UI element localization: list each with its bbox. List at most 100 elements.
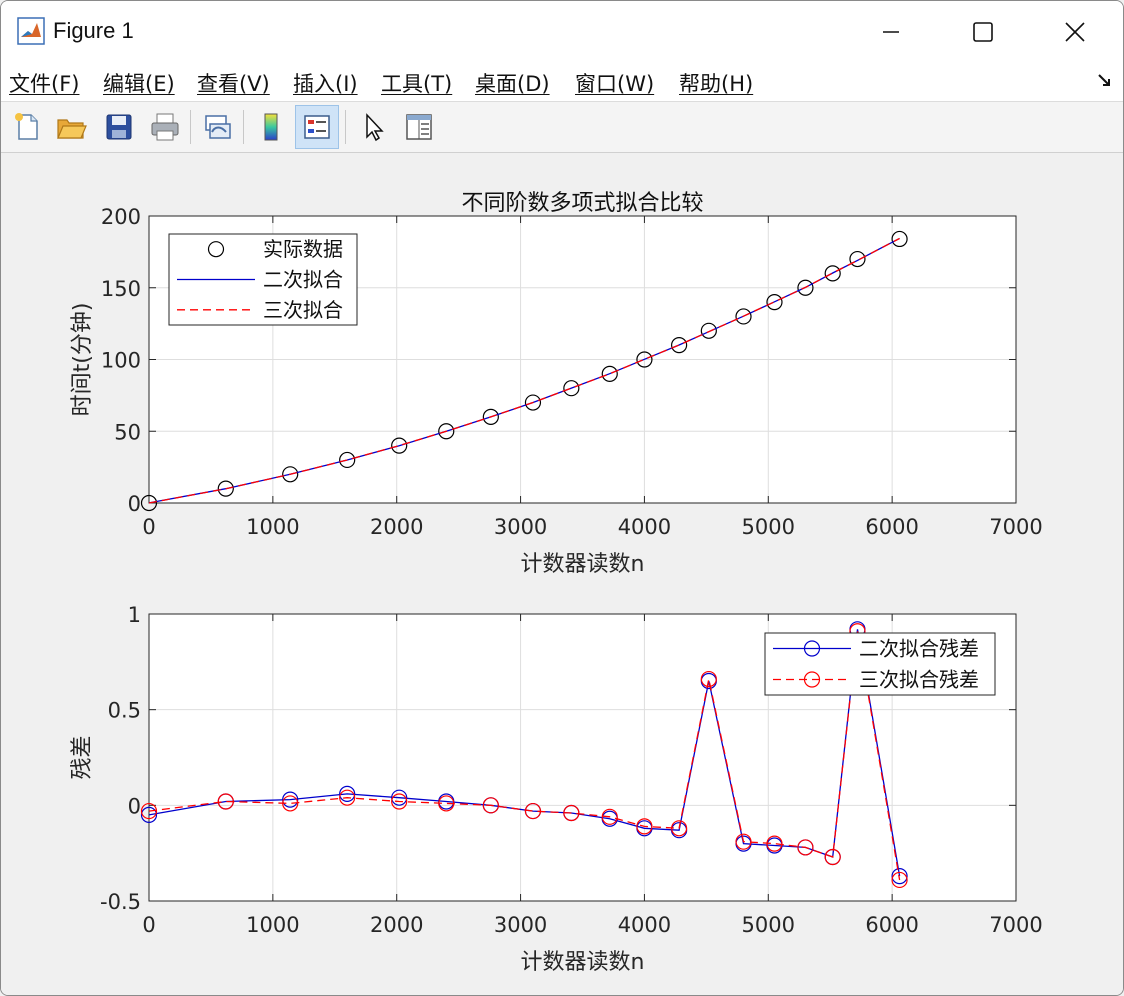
menu-tools[interactable]: 工具(T): [381, 72, 453, 96]
menu-file[interactable]: 文件(F): [9, 72, 80, 96]
open-file-button[interactable]: [49, 105, 93, 149]
save-icon: [106, 114, 132, 140]
data-point: [282, 795, 299, 812]
menu-desktop[interactable]: 桌面(D): [475, 72, 550, 96]
plot-canvas: 0 1000 2000 3000 4000 5000 6000 700005010015020…: [70, 191, 1043, 975]
data-point: [339, 789, 356, 806]
menu-insert[interactable]: 插入(I): [293, 72, 358, 96]
x-tick-label: 7000: [989, 913, 1042, 937]
y-tick-label: 200: [101, 205, 141, 229]
series-line-1: [148, 631, 901, 881]
maximize-button[interactable]: [937, 1, 1029, 63]
data-point: [438, 795, 455, 812]
data-point: [700, 322, 717, 339]
data-point: [282, 791, 299, 808]
menu-edit[interactable]: 编辑(E): [103, 72, 175, 96]
data-point: [563, 380, 580, 397]
data-point: [563, 804, 580, 822]
save-button[interactable]: [97, 105, 141, 149]
menu-window[interactable]: 窗口(W): [575, 72, 655, 96]
legend-marker-1: [803, 671, 821, 688]
data-point: [140, 494, 158, 512]
y-tick-label: 150: [101, 277, 141, 301]
data-point: [391, 437, 408, 454]
link-plot-icon: [205, 115, 231, 139]
toolbar-separator: [190, 110, 191, 144]
legend-box: [764, 632, 996, 696]
axes-frame: [148, 215, 1017, 504]
axes-frame: [148, 613, 1017, 902]
y-tick-label: 0: [128, 492, 141, 516]
x-tick-label: 3000: [494, 515, 547, 539]
data-point: [735, 308, 752, 325]
data-point: [824, 265, 841, 282]
legend-marker-0: [803, 640, 821, 657]
x-tick-label: 2000: [370, 515, 423, 539]
minimize-button[interactable]: [845, 1, 937, 63]
matlab-logo-icon: [17, 17, 45, 45]
y-tick-label: 50: [114, 420, 141, 444]
x-tick-label: 6000: [865, 913, 918, 937]
data-point: [391, 789, 408, 806]
y-tick-label: 1: [128, 603, 141, 627]
link-plot-button[interactable]: [195, 105, 239, 149]
new-figure-button[interactable]: [5, 105, 49, 149]
close-button[interactable]: [1029, 1, 1121, 63]
y-axis-label: 残差: [70, 735, 95, 779]
print-icon: [151, 113, 179, 141]
x-axis-label: 计数器读数n: [521, 552, 645, 577]
colorbar-icon: [264, 113, 278, 141]
close-icon: [1065, 22, 1085, 42]
data-point: [140, 806, 158, 824]
data-point: [339, 785, 356, 802]
data-point: [636, 818, 653, 835]
data-point: [601, 365, 618, 382]
dock-arrow-icon[interactable]: [1095, 71, 1115, 91]
data-point: [891, 871, 908, 889]
data-point: [217, 793, 234, 810]
data-point: [797, 839, 814, 856]
x-tick-label: 1000: [246, 913, 299, 937]
open-file-icon: [57, 119, 87, 139]
chart-title: 不同阶数多项式拟合比较: [461, 191, 703, 216]
data-point: [766, 835, 783, 852]
data-point: [601, 808, 618, 825]
data-point: [700, 670, 717, 688]
data-point: [735, 833, 752, 850]
menu-view[interactable]: 查看(V): [197, 72, 270, 96]
pointer-button[interactable]: [351, 105, 395, 149]
menu-help[interactable]: 帮助(H): [679, 72, 754, 96]
legend-entry-1: 二次拟合: [263, 268, 343, 292]
property-inspector-button[interactable]: [397, 105, 441, 149]
property-inspector-icon: [406, 114, 432, 140]
data-point: [671, 820, 688, 837]
legend-entry-0: 二次拟合残差: [859, 637, 979, 661]
legend-button[interactable]: [295, 105, 339, 149]
colorbar-button[interactable]: [249, 105, 293, 149]
x-tick-label: 3000: [494, 913, 547, 937]
window-title: Figure 1: [53, 18, 134, 43]
legend-entry-2: 三次拟合: [263, 298, 343, 322]
toolbar-separator: [243, 110, 244, 144]
x-tick-label: 7000: [989, 515, 1042, 539]
x-tick-label: 0: [142, 515, 155, 539]
print-button[interactable]: [143, 105, 187, 149]
x-axis-label: 计数器读数n: [521, 950, 645, 975]
title-bar: Figure 1: [1, 1, 1123, 63]
y-tick-label: 0: [128, 794, 141, 818]
maximize-icon: [973, 22, 993, 42]
x-tick-label: 1000: [246, 515, 299, 539]
x-tick-label: 6000: [865, 515, 918, 539]
series-line-2: [148, 237, 900, 504]
new-figure-icon: [15, 113, 38, 140]
data-point: [671, 337, 688, 354]
data-point: [891, 230, 908, 248]
x-tick-label: 0: [142, 913, 155, 937]
data-point: [524, 394, 542, 411]
y-tick-label: 0.5: [108, 699, 141, 723]
data-point: [891, 868, 908, 885]
legend-entry-0: 实际数据: [263, 237, 343, 261]
legend-icon: [304, 115, 330, 139]
x-tick-label: 4000: [618, 515, 671, 539]
